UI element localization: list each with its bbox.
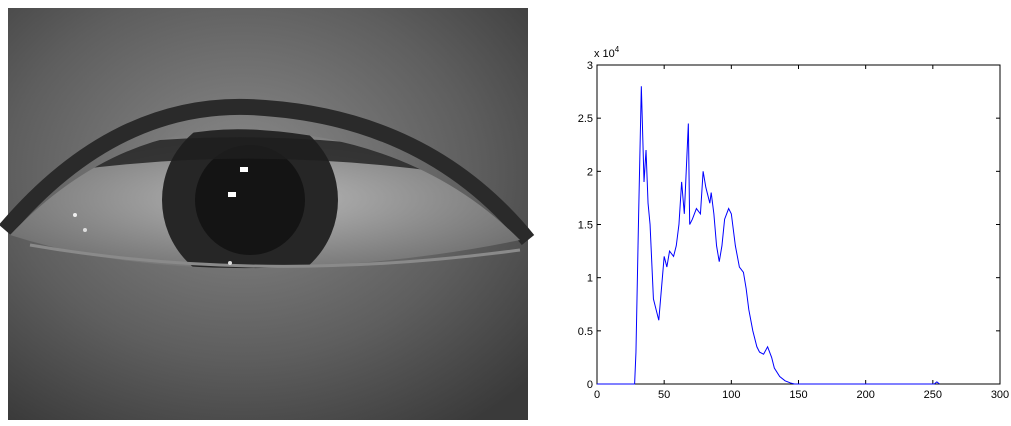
page: x 104 0 50 100 150 200 250 300 0 0.5 1 1.5 2 2.5 3 xyxy=(0,0,1011,421)
x-tick-label: 250 xyxy=(924,389,942,401)
plot-frame xyxy=(597,65,1000,384)
y-tick-label: 2.5 xyxy=(578,113,593,125)
y-tick-label: 3 xyxy=(587,60,593,72)
x-tick-label: 200 xyxy=(856,389,874,401)
x-tick-label: 300 xyxy=(991,389,1009,401)
x-tick-label: 100 xyxy=(722,389,740,401)
eye-photo xyxy=(5,8,528,420)
x-tick-label: 50 xyxy=(658,389,670,401)
y-tick-label: 0 xyxy=(587,379,593,391)
y-tick-label: 1 xyxy=(587,273,593,285)
y-tick-label: 0.5 xyxy=(578,326,593,338)
x-tick-label: 150 xyxy=(789,389,807,401)
y-tick-label: 1.5 xyxy=(578,220,593,232)
x-tick-label: 0 xyxy=(594,389,600,401)
y-tick-label: 2 xyxy=(587,166,593,178)
y-multiplier: x 104 xyxy=(594,45,620,60)
